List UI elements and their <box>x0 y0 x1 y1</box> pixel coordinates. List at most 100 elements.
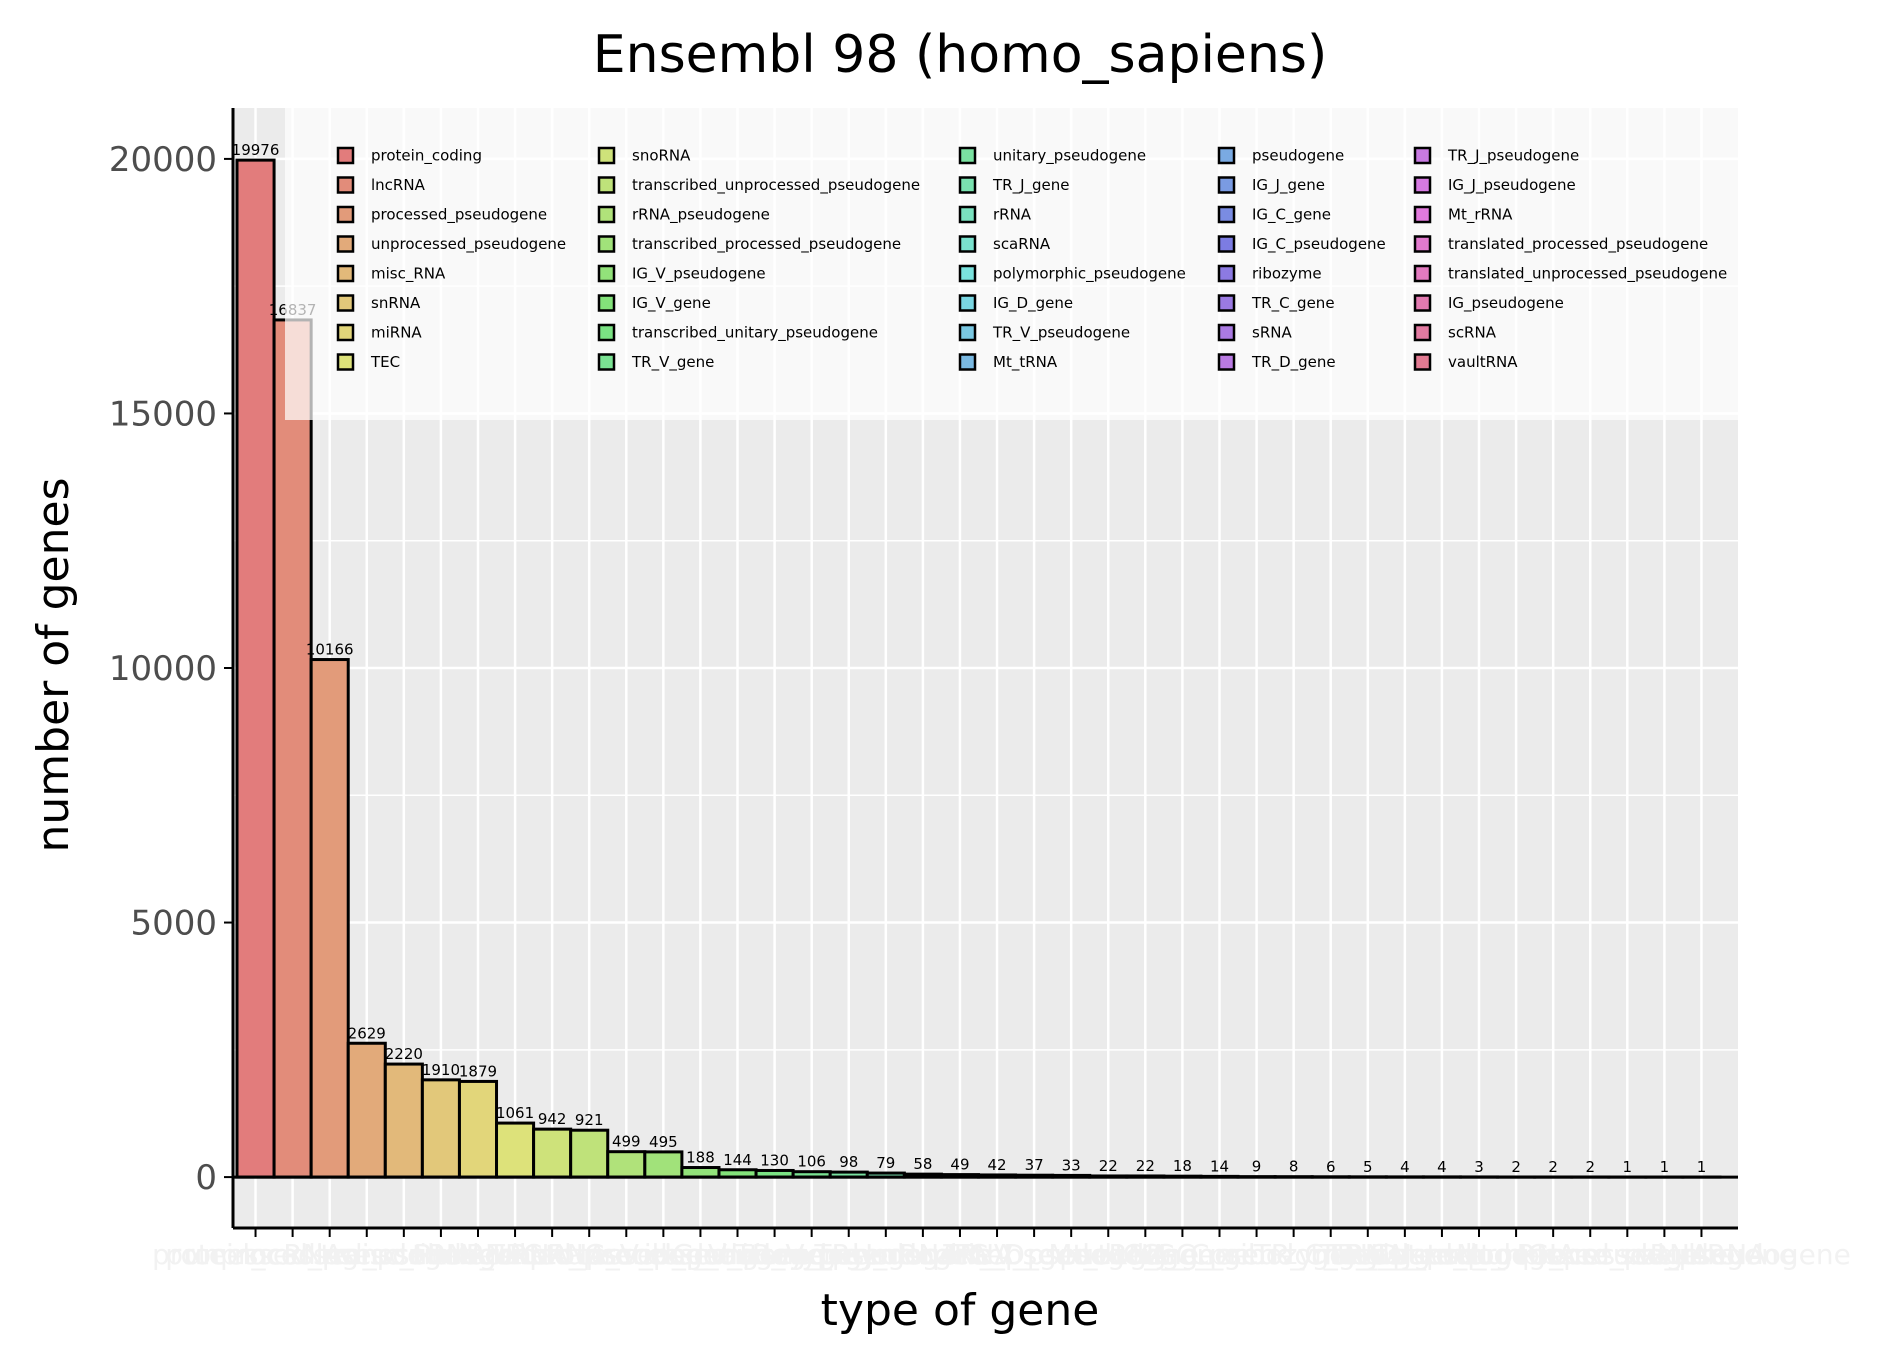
legend: protein_coding lncRNA processed_pseudogene… <box>285 30 1795 420</box>
legend-swatch <box>597 235 616 253</box>
x-tick-label: ribozyme <box>1229 1238 1359 1271</box>
bar <box>495 1121 536 1179</box>
bar-value-label: 1 <box>1623 1158 1633 1176</box>
x-tick-label: translated_processed_pseudogene <box>1310 1238 1796 1271</box>
bar-value-label: 499 <box>612 1133 641 1151</box>
legend-item: unitary_pseudogene <box>958 146 1146 166</box>
legend-label: rRNA <box>993 206 1032 224</box>
bar <box>569 1128 610 1179</box>
y-axis-ticks: 0 5000 10000 15000 20000 <box>109 140 233 1198</box>
legend-label: IG_C_pseudogene <box>1252 235 1386 254</box>
legend-swatch <box>958 176 977 194</box>
x-tick-label: IG_V_gene <box>664 1238 811 1271</box>
legend-label: vaultRNA <box>1448 353 1518 371</box>
legend-item: TR_J_gene <box>958 176 1070 195</box>
x-tick-label: TR_V_pseudogene <box>942 1238 1199 1271</box>
bar-value-label: 22 <box>1136 1157 1155 1175</box>
legend-item: TR_C_gene <box>1217 294 1335 313</box>
bar-value-label: 106 <box>797 1153 826 1171</box>
legend-item: IG_V_gene <box>597 294 711 313</box>
legend-label: miRNA <box>371 324 422 342</box>
x-tick-label: TR_D_gene <box>1326 1238 1483 1271</box>
x-tick-label: scaRNA <box>907 1238 1014 1271</box>
legend-label: protein_coding <box>371 147 482 166</box>
x-tick-label: misc_RNA <box>335 1238 474 1271</box>
legend-item: TR_V_pseudogene <box>958 324 1130 343</box>
legend-label: IG_V_pseudogene <box>632 265 766 284</box>
y-tick-label: 0 <box>195 1158 217 1198</box>
legend-item: IG_J_pseudogene <box>1413 176 1576 195</box>
legend-label: IG_V_gene <box>632 294 711 313</box>
x-tick-label: polymorphic_pseudogene <box>817 1238 1177 1271</box>
bar <box>309 658 350 1179</box>
x-tick-label: snoRNA <box>498 1238 607 1271</box>
x-tick-label: IG_J_gene <box>1114 1238 1250 1271</box>
x-tick-label: rRNA_pseudogene <box>498 1238 755 1271</box>
legend-item: processed_pseudogene <box>336 206 547 225</box>
legend-label: lncRNA <box>371 176 426 194</box>
x-tick-label: unitary_pseudogene <box>706 1238 992 1271</box>
legend-item: IG_C_gene <box>1217 205 1331 225</box>
legend-item: miRNA <box>336 324 422 342</box>
bar-value-label: 19976 <box>232 141 280 159</box>
legend-swatch <box>597 146 616 165</box>
legend-label: ribozyme <box>1252 265 1322 283</box>
bar-value-label: 22 <box>1099 1157 1118 1175</box>
bar-value-label: 79 <box>876 1154 895 1172</box>
legend-item: scaRNA <box>958 235 1051 253</box>
chart-title: Ensembl 98 (homo_sapiens) <box>593 25 1328 85</box>
bar-value-label: 2 <box>1585 1158 1595 1176</box>
legend-swatch <box>597 323 616 342</box>
bar <box>606 1150 647 1179</box>
bar-value-label: 2 <box>1511 1158 1521 1176</box>
legend-label: sRNA <box>1252 324 1292 342</box>
legend-label: translated_unprocessed_pseudogene <box>1448 265 1727 284</box>
legend-item: TEC <box>336 353 400 371</box>
bar-value-label: 14 <box>1210 1157 1229 1175</box>
legend-item: transcribed_unprocessed_pseudogene <box>597 176 920 195</box>
legend-label: transcribed_processed_pseudogene <box>632 235 901 254</box>
bar-value-label: 33 <box>1062 1156 1081 1174</box>
legend-item: transcribed_unitary_pseudogene <box>597 323 878 343</box>
legend-item: lncRNA <box>336 176 426 194</box>
x-tick-label: translated_unprocessed_pseudogene <box>1330 1238 1851 1271</box>
legend-swatch <box>1217 205 1236 224</box>
x-tick-label: TR_J_pseudogene <box>1318 1238 1564 1271</box>
legend-swatch <box>1413 205 1432 224</box>
bar-value-label: 10166 <box>306 641 354 659</box>
legend-item: rRNA <box>958 206 1032 224</box>
x-tick-label: TEC <box>487 1238 542 1271</box>
legend-label: IG_J_pseudogene <box>1448 176 1576 195</box>
legend-item: rRNA_pseudogene <box>597 206 770 225</box>
bar-value-label: 4 <box>1437 1158 1447 1176</box>
legend-swatch <box>1413 146 1432 165</box>
bar-value-label: 49 <box>950 1156 969 1174</box>
x-axis-ticks: protein_codinglncRNAprocessed_pseudogene… <box>152 1228 1851 1271</box>
legend-item: translated_processed_pseudogene <box>1413 235 1708 254</box>
y-tick-label: 5000 <box>130 904 217 944</box>
legend-label: scRNA <box>1448 324 1497 342</box>
legend-swatch <box>958 264 977 283</box>
legend-label: snRNA <box>371 294 421 312</box>
legend-swatch <box>1413 323 1432 342</box>
bar <box>272 318 313 1179</box>
legend-item: vaultRNA <box>1413 353 1518 371</box>
legend-item: misc_RNA <box>336 265 446 284</box>
legend-item: TR_J_pseudogene <box>1413 146 1579 166</box>
legend-item: TR_D_gene <box>1217 353 1336 372</box>
bar-value-label: 58 <box>913 1155 932 1173</box>
x-tick-label: protein_coding <box>152 1238 359 1271</box>
legend-swatch <box>1217 235 1236 253</box>
legend-label: TEC <box>370 353 400 371</box>
x-tick-label: scRNA <box>1620 1238 1710 1271</box>
legend-swatch <box>958 146 977 165</box>
bar-value-label: 1910 <box>422 1061 460 1079</box>
bar-value-label: 2220 <box>385 1045 423 1063</box>
legend-item: ribozyme <box>1217 265 1322 283</box>
legend-label: TR_V_pseudogene <box>992 324 1130 343</box>
legend-swatch <box>1413 294 1432 312</box>
x-tick-label: sRNA <box>1331 1238 1405 1271</box>
bar-value-label: 37 <box>1025 1156 1044 1174</box>
legend-label: translated_processed_pseudogene <box>1448 235 1708 254</box>
